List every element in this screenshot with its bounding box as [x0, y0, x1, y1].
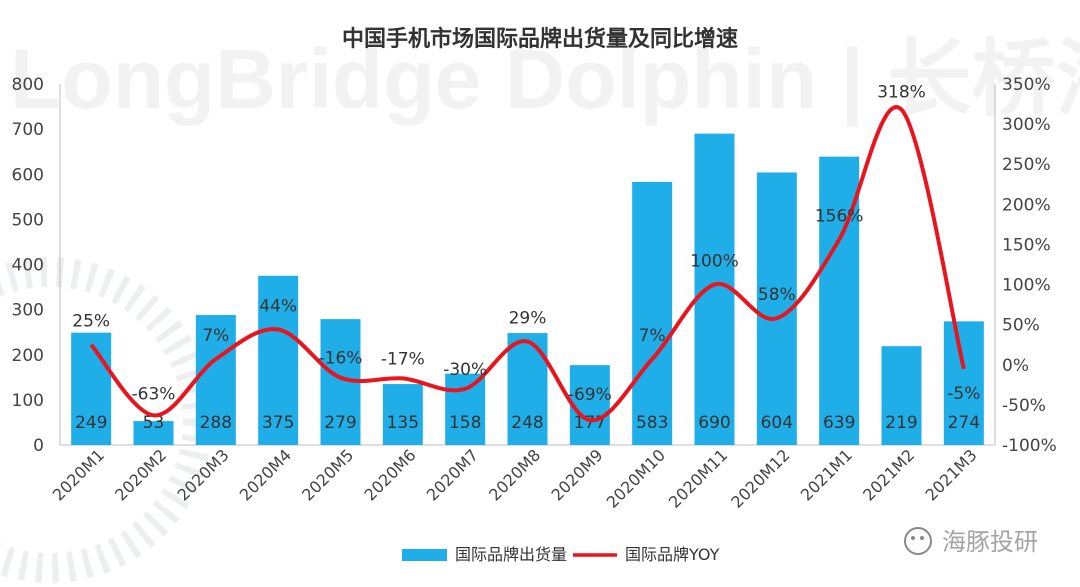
bar-value-label: 639 — [823, 413, 855, 433]
line-value-label: 29% — [509, 309, 547, 329]
bar-value-label: 135 — [387, 413, 419, 433]
bar — [694, 133, 735, 445]
x-axis-tick-label: 2020M12 — [727, 445, 793, 511]
line-value-label: -63% — [132, 384, 176, 404]
bar-value-label: 53 — [143, 413, 165, 433]
footer-watermark: 海豚投研 — [904, 527, 1038, 556]
line-value-label: 156% — [815, 207, 864, 227]
bar-value-label: 690 — [698, 413, 730, 433]
wechat-icon — [904, 527, 932, 555]
bar — [445, 373, 486, 445]
line-value-label: 318% — [877, 83, 926, 103]
left-axis-tick-label: 200 — [12, 346, 44, 366]
footer-watermark-text: 海豚投研 — [942, 528, 1038, 556]
bar-value-label: 274 — [948, 413, 980, 433]
bar-value-label: 288 — [200, 413, 232, 433]
x-axis-tick-label: 2020M5 — [298, 445, 357, 504]
x-axis-tick-label: 2020M7 — [423, 445, 482, 504]
yoy-line-series — [89, 105, 966, 423]
line-value-label: -17% — [381, 349, 425, 369]
bar-value-label: 158 — [449, 413, 481, 433]
legend: 国际品牌出货量 国际品牌YOY — [402, 545, 720, 564]
line-value-label: 7% — [202, 326, 229, 346]
right-axis-tick-label: -100% — [1002, 436, 1057, 456]
right-axis-tick-label: 100% — [1002, 276, 1051, 296]
bar — [632, 181, 673, 445]
x-axis-tick-label: 2020M4 — [236, 445, 295, 504]
left-axis-tick-label: 300 — [12, 301, 44, 321]
bar — [258, 275, 299, 445]
line-value-label: 100% — [690, 252, 739, 272]
legend-bar-swatch — [402, 549, 447, 561]
left-axis-tick-label: 500 — [12, 210, 44, 230]
left-axis-tick-label: 0 — [33, 436, 44, 456]
bar-value-label: 279 — [324, 413, 356, 433]
x-axis-tick-label: 2020M6 — [360, 445, 419, 504]
line-value-label: 25% — [72, 312, 110, 332]
left-axis-tick-label: 800 — [12, 75, 44, 95]
line-value-label: 58% — [758, 285, 796, 305]
bar-value-label: 249 — [75, 413, 107, 433]
line-value-label: -5% — [947, 384, 980, 404]
bar — [943, 321, 984, 445]
bar — [71, 332, 112, 445]
bar-value-label: 583 — [636, 413, 668, 433]
right-y-axis: -100% -50% 0% 50% 100% 150% 200% 250% 300% 350% — [994, 75, 1057, 456]
x-axis-tick-label: 2021M3 — [921, 445, 980, 504]
x-axis-tick-label: 2020M1 — [49, 445, 108, 504]
right-axis-tick-label: 150% — [1002, 235, 1051, 255]
right-axis-tick-label: 0% — [1002, 356, 1029, 376]
line-value-label: -30% — [443, 360, 487, 380]
line-value-label: -16% — [319, 349, 363, 369]
line-value-label: 7% — [639, 326, 666, 346]
bar — [569, 365, 610, 445]
bar-value-label: 604 — [761, 413, 793, 433]
left-axis-tick-label: 700 — [12, 120, 44, 140]
right-axis-tick-label: 300% — [1002, 115, 1051, 135]
bar-value-label: 219 — [885, 413, 917, 433]
left-axis-tick-label: 400 — [12, 256, 44, 276]
x-axis-tick-label: 2020M11 — [665, 445, 731, 511]
right-axis-tick-label: 200% — [1002, 195, 1051, 215]
x-axis-tick-label: 2021M1 — [797, 445, 856, 504]
right-axis-tick-label: 250% — [1002, 155, 1051, 175]
chart-title: 中国手机市场国际品牌出货量及同比增速 — [342, 26, 738, 52]
bar-series — [71, 133, 984, 445]
x-axis-tick-label: 2021M2 — [859, 445, 918, 504]
x-axis-tick-label: 2020M8 — [485, 445, 544, 504]
bar-value-label: 248 — [511, 413, 543, 433]
line-data-labels: 25% -63% 7% 44% -16% -17% -30% 29% -69% 7% 100% 58%… — [72, 83, 980, 405]
x-axis-tick-label: 2020M2 — [111, 445, 170, 504]
legend-line-label: 国际品牌YOY — [625, 545, 720, 564]
right-axis-tick-label: 50% — [1002, 316, 1040, 336]
legend-bar-label: 国际品牌出货量 — [455, 545, 567, 564]
line-value-label: 44% — [259, 296, 297, 316]
x-axis-tick-label: 2020M10 — [603, 445, 669, 511]
bar-data-labels: 249 53 288 375 279 135 158 248 177 583 690 604 639 21… — [75, 413, 980, 433]
bar-value-label: 375 — [262, 413, 294, 433]
bar — [133, 421, 174, 445]
left-axis-tick-label: 100 — [12, 391, 44, 411]
bar — [195, 315, 236, 445]
line-value-label: -69% — [568, 385, 612, 405]
x-axis-tick-label: 2020M9 — [547, 445, 606, 504]
right-axis-tick-label: -50% — [1002, 396, 1046, 416]
right-axis-tick-label: 350% — [1002, 75, 1051, 95]
left-axis-tick-label: 600 — [12, 165, 44, 185]
bar — [881, 346, 922, 445]
bar — [382, 384, 423, 445]
